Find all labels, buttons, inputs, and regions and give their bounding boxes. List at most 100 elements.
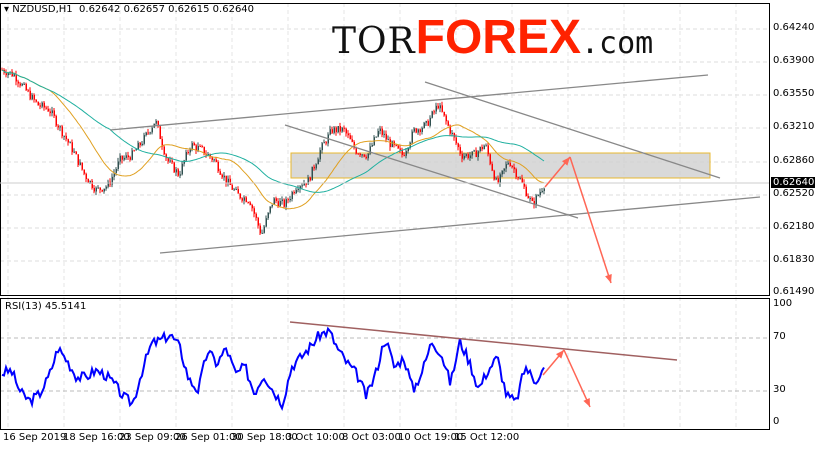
candle-body <box>249 202 251 205</box>
candle-body <box>235 189 237 191</box>
price-tick: 0.63550 <box>773 88 815 99</box>
time-tick: 15 Oct 12:00 <box>454 432 520 443</box>
candle-body <box>43 102 45 108</box>
candle-body <box>395 144 397 146</box>
candle-body <box>39 105 41 107</box>
candle-body <box>197 146 199 151</box>
candle-body <box>73 151 75 153</box>
candle-body <box>531 198 533 201</box>
candle-body <box>263 226 265 233</box>
candle-body <box>181 163 183 175</box>
candle-body <box>267 212 269 219</box>
candle-body <box>501 170 503 175</box>
candle-body <box>495 178 497 180</box>
candle-body <box>401 149 403 155</box>
candle-body <box>483 145 485 150</box>
candle-body <box>463 156 465 159</box>
candle-body <box>173 162 175 173</box>
candle-body <box>367 153 369 159</box>
candle-body <box>441 105 443 112</box>
candle-body <box>127 155 129 158</box>
candle-body <box>37 101 39 106</box>
candle-body <box>291 192 293 200</box>
candle-body <box>497 178 499 184</box>
candle-body <box>521 178 523 183</box>
candle-body <box>349 135 351 140</box>
candle-body <box>477 151 479 158</box>
candle-body <box>303 183 305 186</box>
rsi-arrow-down <box>563 349 591 408</box>
candle-body <box>65 135 67 140</box>
candle-body <box>225 175 227 184</box>
candle-body <box>313 166 315 169</box>
candle-body <box>99 187 101 190</box>
forecast-arrow-down-head <box>605 274 612 283</box>
candle-body <box>523 182 525 187</box>
candle-body <box>141 143 143 146</box>
candle-body <box>165 154 167 159</box>
trend-line <box>109 74 709 131</box>
candle-body <box>19 83 21 86</box>
candle-body <box>277 201 279 207</box>
candle-body <box>543 188 545 191</box>
candle-body <box>407 148 409 152</box>
price-tick: 0.62860 <box>773 155 815 166</box>
time-tick: 18 Sep 16:00 <box>63 432 130 443</box>
chart-title: ▾ NZDUSD,H1 0.62642 0.62657 0.62615 0.62… <box>4 4 255 15</box>
candle-body <box>323 142 325 144</box>
candle-body <box>157 120 159 127</box>
candle-body <box>171 160 173 163</box>
rsi-tick: 100 <box>773 298 793 309</box>
candle-body <box>265 218 267 227</box>
candle-body <box>189 149 191 153</box>
candle-body <box>535 195 537 206</box>
candle-body <box>363 154 365 157</box>
candle-body <box>447 121 449 126</box>
candle-body <box>321 143 323 151</box>
candle-body <box>289 199 291 201</box>
candle-body <box>369 146 371 154</box>
candle-body <box>527 196 529 199</box>
candle-body <box>247 202 249 204</box>
price-tick: 0.64240 <box>773 22 815 33</box>
candle-body <box>239 193 241 199</box>
candle-body <box>411 131 413 143</box>
torforex-logo: TOR FOREX .com <box>332 11 654 64</box>
candle-body <box>345 128 347 134</box>
candle-body <box>353 141 355 149</box>
candle-body <box>397 145 399 149</box>
candle-body <box>513 167 515 170</box>
candle-body <box>237 189 239 194</box>
candle-body <box>281 199 283 202</box>
candle-body <box>445 115 447 122</box>
candle-body <box>121 155 123 160</box>
candle-body <box>439 105 441 109</box>
candle-body <box>319 150 321 160</box>
candle-body <box>383 133 385 135</box>
candle-body <box>333 127 335 133</box>
candle-body <box>175 169 177 173</box>
candle-body <box>31 94 33 100</box>
candle-body <box>453 132 455 138</box>
candle-body <box>499 174 501 184</box>
trend-line <box>284 124 579 219</box>
candle-body <box>423 122 425 129</box>
candle-body <box>509 162 511 166</box>
candle-body <box>33 94 35 100</box>
candle-body <box>167 158 169 162</box>
candle-body <box>107 181 109 187</box>
candle-body <box>71 142 73 153</box>
candle-body <box>185 152 187 161</box>
candle-body <box>371 145 373 147</box>
candle-body <box>49 111 51 114</box>
candle-body <box>455 137 457 144</box>
candle-body <box>541 190 543 192</box>
candle-body <box>13 74 15 77</box>
candle-body <box>429 117 431 126</box>
time-tick: 8 Oct 03:00 <box>342 432 401 443</box>
candle-body <box>525 186 527 197</box>
candle-body <box>241 198 243 201</box>
candle-body <box>385 133 387 140</box>
rsi-tick: 70 <box>773 331 786 342</box>
